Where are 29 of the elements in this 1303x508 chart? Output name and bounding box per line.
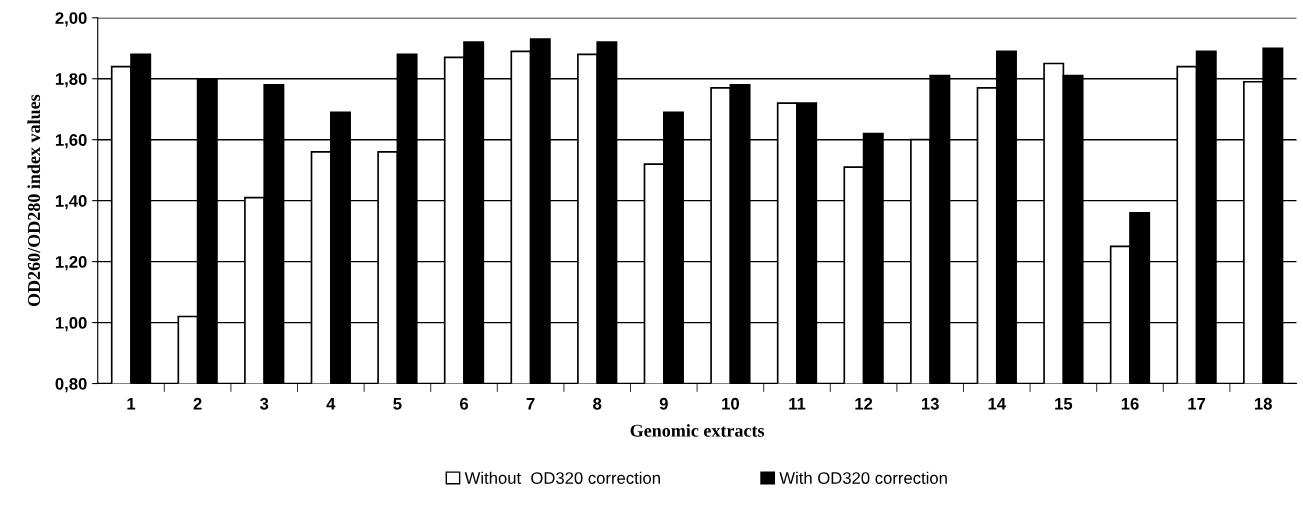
x-tick-label: 13 [921, 397, 939, 410]
x-tick-label: 18 [1254, 397, 1272, 410]
legend-label: Without OD320 correction [464, 471, 660, 484]
y-tick-label: 1,20 [55, 256, 87, 271]
y-tick-label: 1,00 [55, 316, 87, 332]
y-axis-title: OD260/OD280 index values [27, 94, 41, 307]
y-tick-label: 1,60 [55, 134, 87, 149]
x-tick-label: 12 [855, 397, 873, 410]
x-tick-label: 4 [326, 398, 336, 410]
x-tick-label: 2 [193, 397, 202, 410]
x-tick-label: 16 [1121, 397, 1139, 410]
legend-label: With OD320 correction [779, 471, 947, 484]
y-tick-label: 0,80 [55, 377, 87, 393]
x-tick-label: 7 [526, 398, 535, 410]
x-tick-label: 10 [722, 397, 739, 410]
y-tick-label: 1,40 [55, 195, 87, 210]
x-tick-label: 1 [127, 398, 136, 410]
x-tick-label: 9 [659, 397, 668, 410]
y-tick-label: 1,80 [55, 73, 87, 88]
x-tick-label: 15 [1055, 398, 1073, 410]
x-tick-label: 11 [789, 398, 806, 410]
x-tick-label: 17 [1188, 398, 1206, 410]
x-tick-label: 8 [593, 397, 602, 410]
x-axis-title: Genomic extracts [630, 424, 765, 437]
x-tick-label: 5 [393, 398, 402, 410]
x-tick-label: 3 [259, 397, 269, 410]
x-tick-label: 6 [459, 397, 469, 410]
x-tick-label: 14 [988, 398, 1006, 410]
y-tick-label: 2,00 [55, 12, 87, 27]
